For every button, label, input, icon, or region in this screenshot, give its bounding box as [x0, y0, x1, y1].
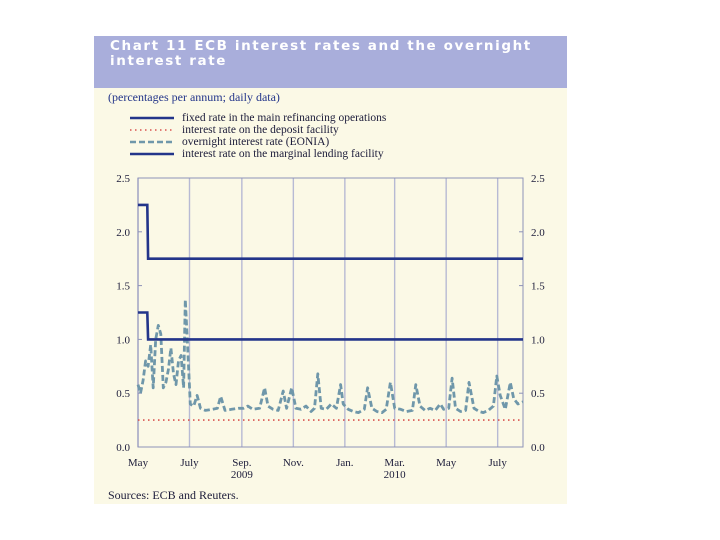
y-tick-label-left: 0.0	[116, 442, 130, 454]
legend-label: interest rate on the marginal lending fa…	[182, 148, 384, 160]
x-tick-label: May	[128, 457, 149, 469]
x-tick-label: Sep.	[232, 457, 252, 469]
x-tick-label: Nov.	[283, 457, 304, 469]
legend-label: fixed rate in the main refinancing opera…	[182, 112, 387, 124]
chart-title: Chart 11 ECB interest rates and the over…	[110, 38, 532, 69]
y-tick-label-left: 1.5	[116, 281, 130, 293]
y-tick-label-right: 2.5	[531, 173, 545, 185]
x-tick-label: Jan.	[336, 457, 354, 469]
series-fixed-rate-line	[138, 311, 523, 341]
y-tick-label-left: 2.0	[116, 227, 130, 239]
y-tick-label-right: 0.0	[531, 442, 545, 454]
legend-swatch-solid	[130, 116, 174, 120]
series-marginal-lending-line	[138, 203, 523, 261]
x-tick-label: July	[180, 457, 199, 469]
source-note: Sources: ECB and Reuters.	[108, 488, 239, 502]
y-tick-label-right: 2.0	[531, 227, 545, 239]
y-tick-label-left: 1.0	[116, 334, 130, 346]
legend-swatch-solid	[130, 152, 174, 156]
legend-label: overnight interest rate (EONIA)	[182, 136, 330, 148]
y-tick-label-left: 2.5	[116, 173, 130, 185]
x-tick-label: Mar.	[384, 457, 405, 469]
chart-subtitle: (percentages per annum; daily data)	[108, 90, 280, 104]
y-tick-label-right: 1.5	[531, 281, 545, 293]
x-year-label: 2009	[231, 469, 254, 481]
x-tick-label: July	[488, 457, 507, 469]
legend-label: interest rate on the deposit facility	[182, 124, 339, 136]
y-tick-label-right: 0.5	[531, 388, 545, 400]
chart-panel: Chart 11 ECB interest rates and the over…	[94, 36, 567, 504]
title-bar: Chart 11 ECB interest rates and the over…	[94, 36, 567, 88]
legend-swatch-dashed	[130, 140, 174, 144]
y-tick-label-left: 0.5	[116, 388, 130, 400]
x-tick-label: May	[436, 457, 457, 469]
series-eonia-line	[136, 298, 524, 415]
y-tick-label-right: 1.0	[531, 334, 545, 346]
x-year-label: 2010	[384, 469, 407, 481]
